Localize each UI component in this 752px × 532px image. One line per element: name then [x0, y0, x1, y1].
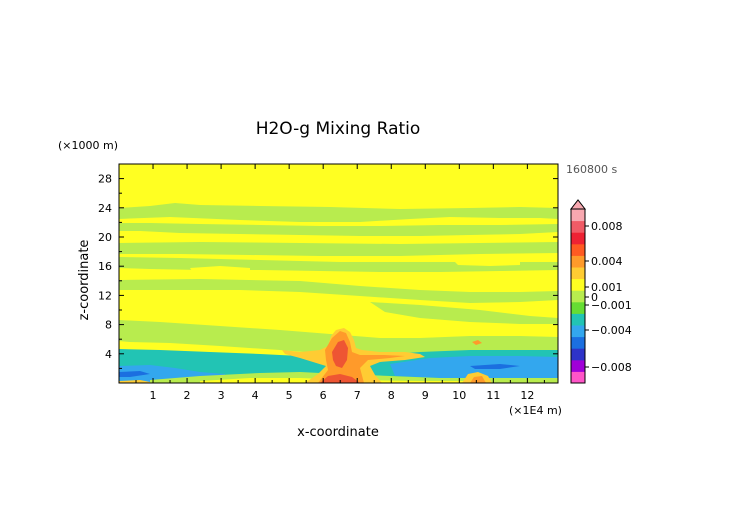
- plume-surface-right-core: [470, 376, 486, 383]
- y-tick-label: 12: [98, 289, 112, 302]
- x-axis-label: x-coordinate: [297, 425, 379, 440]
- colorbar-label: 0.004: [591, 255, 623, 268]
- y-tick-label: 24: [98, 202, 112, 215]
- colorbar-label: −0.004: [591, 324, 632, 337]
- band-lower-1: [119, 279, 558, 303]
- colorbar-label: 0.008: [591, 220, 623, 233]
- surface-deep-blue: [119, 371, 150, 377]
- colorbar-segment: [571, 267, 585, 280]
- colorbar-segment: [571, 325, 585, 338]
- colorbar-segment: [571, 278, 585, 291]
- y-axis-unit: (×1000 m): [58, 139, 118, 152]
- surface-deep-blue-right: [470, 364, 520, 369]
- colorbar-segment: [571, 232, 585, 245]
- x-tick-label: 9: [422, 389, 429, 402]
- band-mid-3: [190, 266, 250, 273]
- y-axis-ticks: 4 8 12 16 20 24 28: [98, 173, 558, 369]
- colorbar: [569, 199, 587, 384]
- colorbar-segment: [571, 255, 585, 268]
- x-axis-ticks: 1 2 3 4 5 6 7 8 9 10 11 12: [135, 164, 545, 402]
- colorbar-label: −0.001: [591, 299, 632, 312]
- x-tick-label: 2: [184, 389, 191, 402]
- x-tick-label: 6: [320, 389, 327, 402]
- colorbar-segment: [571, 313, 585, 326]
- band-upper-2: [119, 217, 558, 226]
- x-tick-label: 10: [452, 389, 466, 402]
- colorbar-segment: [571, 371, 585, 384]
- y-tick-label: 8: [105, 319, 112, 332]
- chart-title: H2O-g Mixing Ratio: [256, 119, 421, 139]
- colorbar-label: −0.008: [591, 361, 632, 374]
- plume-peak: [332, 340, 348, 368]
- x-tick-label: 3: [218, 389, 225, 402]
- x-tick-label: 8: [388, 389, 395, 402]
- plume-base-hot: [320, 374, 360, 383]
- y-tick-label: 16: [98, 260, 112, 273]
- x-tick-label: 1: [150, 389, 157, 402]
- y-axis-label: z-coordinate: [77, 240, 92, 321]
- surface-left-warm: [119, 380, 150, 383]
- band-upper-3: [390, 236, 470, 243]
- colorbar-segment: [571, 243, 585, 256]
- heatmap-field: [119, 164, 558, 383]
- small-blob: [472, 340, 482, 345]
- x-axis-unit: (×1E4 m): [509, 404, 562, 417]
- plot-frame: [118, 163, 559, 384]
- band-mid-1: [119, 242, 558, 256]
- colorbar-label: 0.001: [591, 281, 623, 294]
- y-tick-label: 28: [98, 173, 112, 186]
- band-upper-1: [119, 203, 558, 236]
- time-label: 160800 s: [566, 163, 617, 176]
- x-tick-label: 12: [520, 389, 534, 402]
- y-tick-label: 20: [98, 231, 112, 244]
- colorbar-label: 0: [591, 291, 598, 304]
- colorbar-segment: [571, 359, 585, 372]
- x-tick-label: 11: [486, 389, 500, 402]
- colorbar-segment: [571, 336, 585, 349]
- colorbar-segment: [571, 220, 585, 233]
- x-tick-label: 5: [286, 389, 293, 402]
- y-tick-label: 4: [105, 348, 112, 361]
- colorbar-segment: [571, 301, 585, 314]
- colorbar-segment: [571, 209, 585, 222]
- colorbar-extend-arrow: [569, 199, 587, 210]
- colorbar-segment: [571, 290, 585, 303]
- x-tick-label: 7: [354, 389, 361, 402]
- colorbar-segment: [571, 348, 585, 361]
- band-mid-4: [455, 260, 520, 266]
- band-lower-2: [370, 302, 558, 324]
- x-tick-label: 4: [252, 389, 259, 402]
